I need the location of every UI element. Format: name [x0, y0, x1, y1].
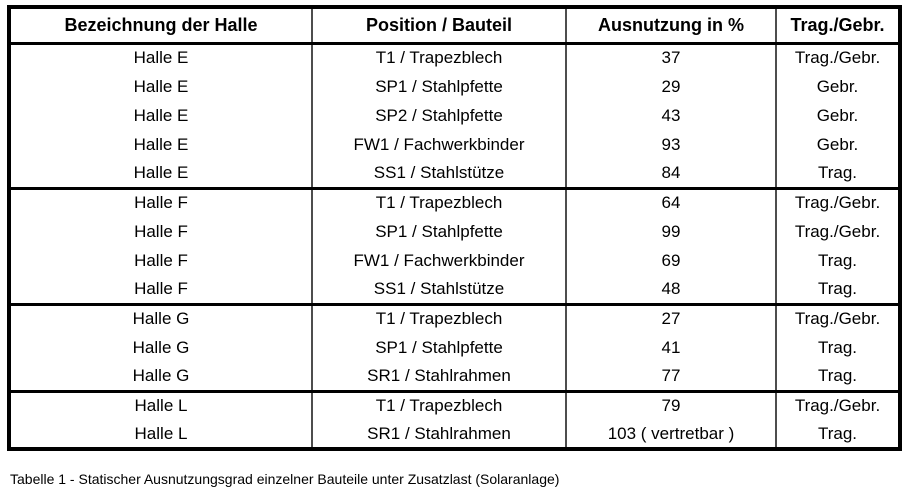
cell-nachweis: Trag. [775, 333, 900, 362]
table-caption: Tabelle 1 - Statischer Ausnutzungsgrad e… [10, 471, 560, 487]
table-row: Halle E FW1 / Fachwerkbinder 93 Gebr. [9, 130, 900, 159]
cell-nachweis: Trag. [775, 362, 900, 391]
cell-nachweis: Trag. [775, 246, 900, 275]
cell-bauteil: SR1 / Stahlrahmen [311, 362, 566, 391]
cell-nachweis: Gebr. [775, 130, 900, 159]
cell-bauteil: FW1 / Fachwerkbinder [311, 130, 566, 159]
cell-nachweis: Trag. [775, 159, 900, 188]
cell-halle: Halle G [132, 337, 190, 357]
column-header-halle: Bezeichnung der Halle [9, 7, 312, 45]
cell-ausnutzung: 29 [565, 72, 776, 101]
table-row: Halle E T1 / Trapezblech 37 Trag./Gebr. [9, 43, 900, 72]
cell-nachweis: Trag./Gebr. [775, 186, 900, 217]
cell-halle: Halle G [132, 365, 190, 385]
cell-ausnutzung: 64 [565, 186, 776, 217]
cell-bauteil: T1 / Trapezblech [311, 302, 566, 333]
table-row: Halle F SS1 / Stahlstütze 48 Trag. [9, 275, 900, 304]
cell-ausnutzung: 84 [565, 159, 776, 188]
cell-halle: Halle E [133, 105, 189, 125]
cell-ausnutzung: 27 [565, 302, 776, 333]
cell-ausnutzung: 93 [565, 130, 776, 159]
table-row: Halle L T1 / Trapezblech 79 Trag./Gebr. [9, 389, 900, 420]
column-header-nachweis: Trag./Gebr. [775, 7, 900, 45]
cell-ausnutzung: 41 [565, 333, 776, 362]
cell-ausnutzung: 99 [565, 217, 776, 246]
table-row: Halle E SP1 / Stahlpfette 29 Gebr. [9, 72, 900, 101]
cell-halle: Halle L [134, 423, 188, 443]
cell-halle: Halle E [133, 48, 189, 68]
cell-nachweis: Trag./Gebr. [775, 302, 900, 333]
cell-halle: Halle F [134, 221, 188, 241]
cell-ausnutzung: 48 [565, 275, 776, 304]
cell-ausnutzung: 69 [565, 246, 776, 275]
cell-ausnutzung: 37 [565, 43, 776, 72]
table-row: Halle G SP1 / Stahlpfette 41 Trag. [9, 333, 900, 362]
cell-halle: Halle E [133, 162, 189, 182]
cell-halle: Halle L [9, 389, 312, 420]
table-row: Halle F T1 / Trapezblech 64 Trag./Gebr. [9, 186, 900, 217]
table-row: Halle F FW1 / Fachwerkbinder 69 Trag. [9, 246, 900, 275]
cell-bauteil: SP1 / Stahlpfette [311, 333, 566, 362]
ausnutzung-table: Bezeichnung der Halle Position / Bauteil… [7, 5, 902, 451]
cell-nachweis: Trag. [775, 420, 900, 449]
cell-ausnutzung: 103 ( vertretbar ) [565, 420, 776, 449]
table-row: Halle E SS1 / Stahlstütze 84 Trag. [9, 159, 900, 188]
cell-halle: Halle F [134, 278, 188, 298]
cell-bauteil: T1 / Trapezblech [311, 389, 566, 420]
cell-ausnutzung: 79 [565, 389, 776, 420]
cell-bauteil: SP2 / Stahlpfette [311, 101, 566, 130]
cell-nachweis: Trag./Gebr. [775, 389, 900, 420]
cell-bauteil: FW1 / Fachwerkbinder [311, 246, 566, 275]
cell-nachweis: Gebr. [775, 72, 900, 101]
cell-nachweis: Trag. [775, 275, 900, 304]
cell-nachweis: Gebr. [775, 101, 900, 130]
cell-ausnutzung: 43 [565, 101, 776, 130]
cell-bauteil: SP1 / Stahlpfette [311, 72, 566, 101]
cell-ausnutzung: 77 [565, 362, 776, 391]
cell-halle: Halle F [134, 250, 188, 270]
cell-bauteil: SS1 / Stahlstütze [311, 159, 566, 188]
cell-nachweis: Trag./Gebr. [775, 43, 900, 72]
cell-bauteil: SR1 / Stahlrahmen [311, 420, 566, 449]
table-row: Halle G SR1 / Stahlrahmen 77 Trag. [9, 362, 900, 391]
header-row: Bezeichnung der Halle Position / Bauteil… [9, 7, 900, 45]
table-row: Halle L SR1 / Stahlrahmen 103 ( vertretb… [9, 420, 900, 449]
column-header-bauteil: Position / Bauteil [311, 7, 566, 45]
cell-nachweis: Trag./Gebr. [775, 217, 900, 246]
cell-bauteil: T1 / Trapezblech [311, 186, 566, 217]
cell-halle: Halle F [9, 186, 312, 217]
table-row: Halle G T1 / Trapezblech 27 Trag./Gebr. [9, 302, 900, 333]
cell-bauteil: SP1 / Stahlpfette [311, 217, 566, 246]
cell-halle: Halle G [9, 302, 312, 333]
cell-bauteil: T1 / Trapezblech [311, 43, 566, 72]
column-header-ausnutzung: Ausnutzung in % [565, 7, 776, 45]
cell-bauteil: SS1 / Stahlstütze [311, 275, 566, 304]
table-row: Halle F SP1 / Stahlpfette 99 Trag./Gebr. [9, 217, 900, 246]
cell-halle: Halle E [133, 76, 189, 96]
table-row: Halle E SP2 / Stahlpfette 43 Gebr. [9, 101, 900, 130]
cell-halle: Halle E [133, 134, 189, 154]
